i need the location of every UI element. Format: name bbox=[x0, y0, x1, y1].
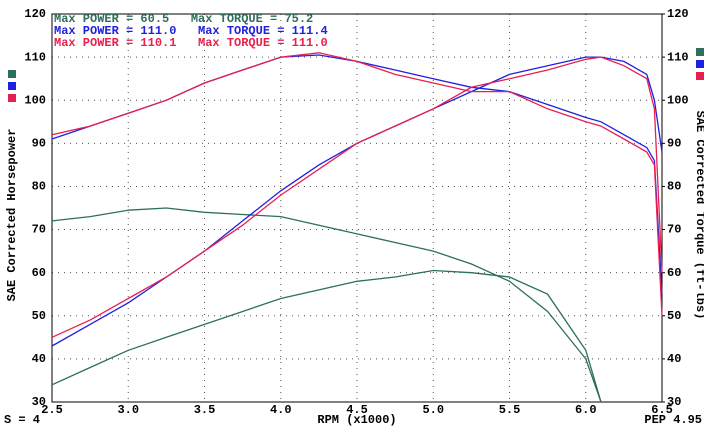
y2-tick-label: 40 bbox=[667, 352, 681, 366]
y-tick-label: 120 bbox=[24, 7, 46, 21]
legend-swatch bbox=[8, 94, 16, 102]
y2-tick-label: 30 bbox=[667, 395, 681, 409]
legend-swatch bbox=[8, 82, 16, 90]
x-tick-label: 3.5 bbox=[194, 403, 216, 417]
footer-left: S = 4 bbox=[4, 413, 40, 427]
y-tick-label: 30 bbox=[32, 395, 46, 409]
x-tick-label: 5.0 bbox=[422, 403, 444, 417]
y-tick-label: 70 bbox=[32, 223, 46, 237]
y2-tick-label: 50 bbox=[667, 309, 681, 323]
series-line bbox=[51, 269, 602, 403]
legend-swatch bbox=[696, 60, 704, 68]
plot-frame bbox=[51, 13, 663, 403]
y-tick-label: 40 bbox=[32, 352, 46, 366]
x-axis-label: RPM (x1000) bbox=[317, 413, 396, 427]
legend-swatch bbox=[696, 48, 704, 56]
y2-tick-label: 60 bbox=[667, 266, 681, 280]
y2-tick-label: 90 bbox=[667, 137, 681, 151]
series-line bbox=[51, 54, 663, 295]
y2-tick-label: 70 bbox=[667, 223, 681, 237]
y-tick-label: 80 bbox=[32, 180, 46, 194]
series-line bbox=[51, 56, 663, 338]
x-tick-label: 4.0 bbox=[270, 403, 292, 417]
y2-axis-label: SAE Corrected Torque (ft-lbs) bbox=[693, 111, 704, 320]
x-tick-label: 2.5 bbox=[41, 403, 63, 417]
x-tick-label: 5.5 bbox=[499, 403, 521, 417]
x-tick-label: 6.0 bbox=[575, 403, 597, 417]
footer-right: PEP 4.95 bbox=[644, 413, 702, 427]
y-tick-label: 110 bbox=[24, 50, 46, 64]
annotation: Max POWER = 110.1 Max TORQUE = 111.0 bbox=[54, 36, 328, 50]
y2-tick-label: 110 bbox=[667, 50, 689, 64]
x-tick-label: 3.0 bbox=[117, 403, 139, 417]
x-tick-label: 4.5 bbox=[346, 403, 368, 417]
y-axis-label: SAE Corrected Horsepower bbox=[5, 129, 19, 302]
series-line bbox=[51, 52, 663, 316]
y-tick-label: 100 bbox=[24, 93, 46, 107]
y-tick-label: 60 bbox=[32, 266, 46, 280]
legend-swatch bbox=[696, 72, 704, 80]
annotation: Max POWER = 111.0 Max TORQUE = 111.4 bbox=[54, 24, 328, 38]
annotation: Max POWER = 60.5 Max TORQUE = 75.2 bbox=[54, 12, 313, 26]
y-tick-label: 50 bbox=[32, 309, 46, 323]
y2-tick-label: 80 bbox=[667, 180, 681, 194]
y2-tick-label: 120 bbox=[667, 7, 689, 21]
series-line bbox=[51, 207, 602, 403]
x-tick-label: 6.5 bbox=[651, 403, 673, 417]
y-tick-label: 90 bbox=[32, 137, 46, 151]
legend-swatch bbox=[8, 70, 16, 78]
y2-tick-label: 100 bbox=[667, 93, 689, 107]
